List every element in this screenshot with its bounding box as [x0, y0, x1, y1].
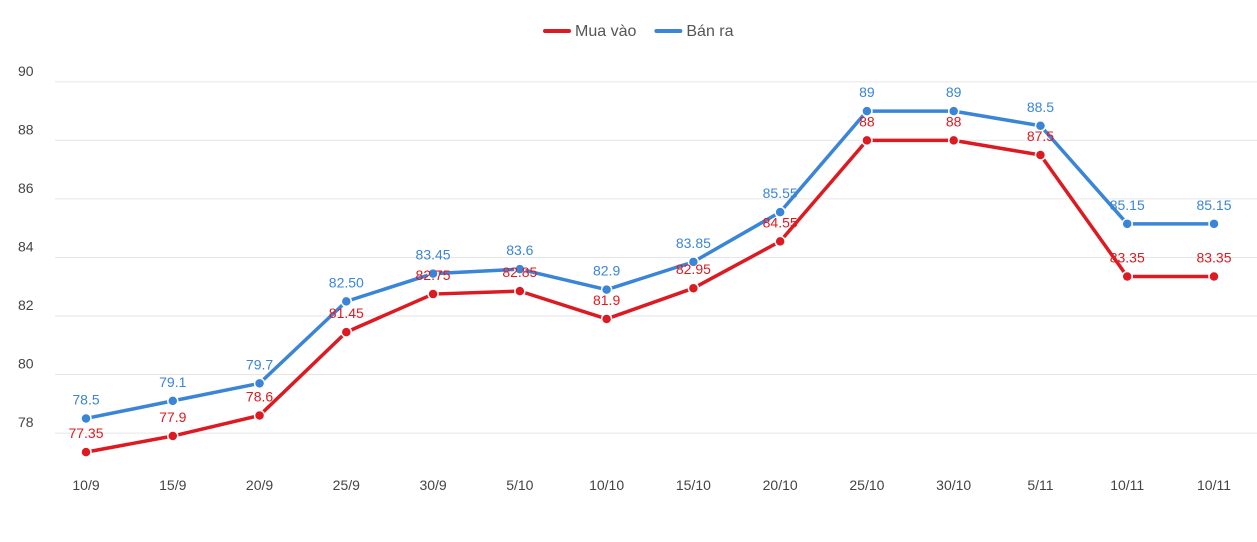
x-tick-label: 30/9 [419, 477, 446, 493]
x-tick-label: 25/9 [333, 477, 360, 493]
series-ban-ra-data-label: 85.55 [763, 185, 798, 201]
series-mua-vao-data-label: 77.35 [68, 425, 103, 441]
legend-label: Mua vào [575, 23, 636, 40]
x-tick-label: 10/10 [589, 477, 624, 493]
series-ban-ra-point [340, 295, 353, 308]
grid [55, 81, 1257, 434]
series-ban-ra-point [427, 267, 439, 280]
series-ban-ra-data-label: 82.9 [593, 263, 620, 279]
series-mua-vao-point [687, 282, 700, 294]
y-tick-label: 78 [18, 414, 34, 430]
series-ban-ra-data-label: 82.50 [329, 274, 364, 290]
series-mua-vao-point [167, 430, 179, 442]
series-mua-vao-point [1208, 270, 1220, 283]
series-ban-ra-point [861, 105, 873, 117]
series-mua-vao-data-label: 83.35 [1110, 250, 1145, 266]
series-mua-vao-point [253, 409, 266, 422]
series-ban-ra-data-label: 89 [946, 84, 962, 100]
series-mua-vao-point [861, 134, 873, 147]
series-mua-vao-point [80, 446, 92, 458]
series-ban-ra-point [687, 256, 700, 268]
x-tick-label: 25/10 [849, 477, 884, 493]
x-tick-label: 20/9 [246, 477, 273, 493]
series-ban-ra-point [600, 283, 613, 296]
series-ban-ra-data-label: 89 [859, 84, 875, 100]
series-mua-vao-point [1034, 149, 1047, 161]
series-ban-ra-point [1121, 218, 1133, 230]
series-mua-vao [80, 134, 1220, 458]
y-tick-label: 82 [18, 297, 34, 313]
series-ban-ra-data-label: 78.5 [72, 391, 99, 407]
series-ban-ra-point [80, 412, 92, 425]
series-mua-vao-data-label: 82.85 [502, 264, 537, 280]
series-ban-ra-data-label: 79.7 [246, 356, 273, 372]
series-ban-ra-data-label: 85.15 [1196, 197, 1231, 213]
series-mua-vao-data-label: 88 [859, 113, 875, 129]
series-ban-ra-point [514, 263, 526, 275]
series-mua-vao-line [84, 138, 1216, 454]
x-tick-label: 5/11 [1027, 477, 1053, 493]
y-tick-label: 86 [18, 180, 34, 196]
series-ban-ra-point [774, 206, 786, 218]
series-ban-ra-point [167, 395, 179, 407]
series-mua-vao-point [947, 134, 960, 147]
x-tick-label: 30/10 [936, 477, 971, 493]
series-ban-ra-data-label: 83.45 [416, 247, 451, 263]
series-mua-vao-data-label: 78.6 [246, 389, 273, 405]
series-ban-ra-data-label: 83.85 [676, 235, 711, 251]
x-tick-label: 5/10 [506, 477, 533, 493]
y-tick-label: 84 [18, 238, 34, 254]
legend-item: Mua vào [543, 23, 636, 40]
series-mua-vao-data-label: 84.55 [763, 214, 798, 230]
series-mua-vao-point [1121, 270, 1133, 283]
y-tick-label: 80 [18, 356, 34, 372]
legend-label: Bán ra [686, 23, 733, 40]
series-mua-vao-data-label: 77.9 [159, 409, 186, 425]
y-tick-label: 88 [18, 121, 34, 137]
series-ban-ra-data-label: 85.15 [1110, 197, 1145, 213]
series-mua-vao-point [340, 326, 353, 338]
series-mua-vao-point [427, 288, 439, 300]
series-ban-ra [80, 105, 1220, 425]
series-ban-ra-data-label: 79.1 [159, 374, 186, 390]
series-mua-vao-data-label: 88 [946, 113, 962, 129]
series-mua-vao-point [774, 235, 786, 248]
series-ban-ra-data-label: 83.6 [506, 242, 533, 258]
x-tick-label: 10/11 [1197, 477, 1231, 493]
legend: Mua vào Bán ra [543, 23, 734, 40]
legend-item: Bán ra [654, 23, 734, 40]
series-mua-vao-point [600, 313, 613, 325]
x-tick-label: 10/9 [72, 477, 99, 493]
series-mua-vao-data-label: 83.35 [1196, 250, 1231, 266]
series-mua-vao-data-label: 87.5 [1027, 128, 1054, 144]
x-tick-label: 20/10 [763, 477, 798, 493]
series-mua-vao-data-label: 81.45 [329, 305, 364, 321]
series-mua-vao-data-label: 82.75 [416, 267, 451, 283]
series-ban-ra-point [253, 377, 266, 390]
series-mua-vao-data-label: 82.95 [676, 261, 711, 277]
x-tick-label: 10/11 [1110, 477, 1144, 493]
series-ban-ra-point [1034, 120, 1047, 132]
x-tick-label: 15/9 [159, 477, 186, 493]
series-ban-ra-data-label: 88.5 [1027, 99, 1054, 115]
series-ban-ra-point [947, 105, 960, 117]
y-tick-label: 90 [18, 63, 34, 79]
x-tick-label: 15/10 [676, 477, 711, 493]
series-mua-vao-point [514, 285, 526, 297]
series-mua-vao-data-label: 81.9 [593, 292, 620, 308]
series-ban-ra-line [84, 109, 1216, 421]
series-ban-ra-point [1208, 218, 1220, 230]
